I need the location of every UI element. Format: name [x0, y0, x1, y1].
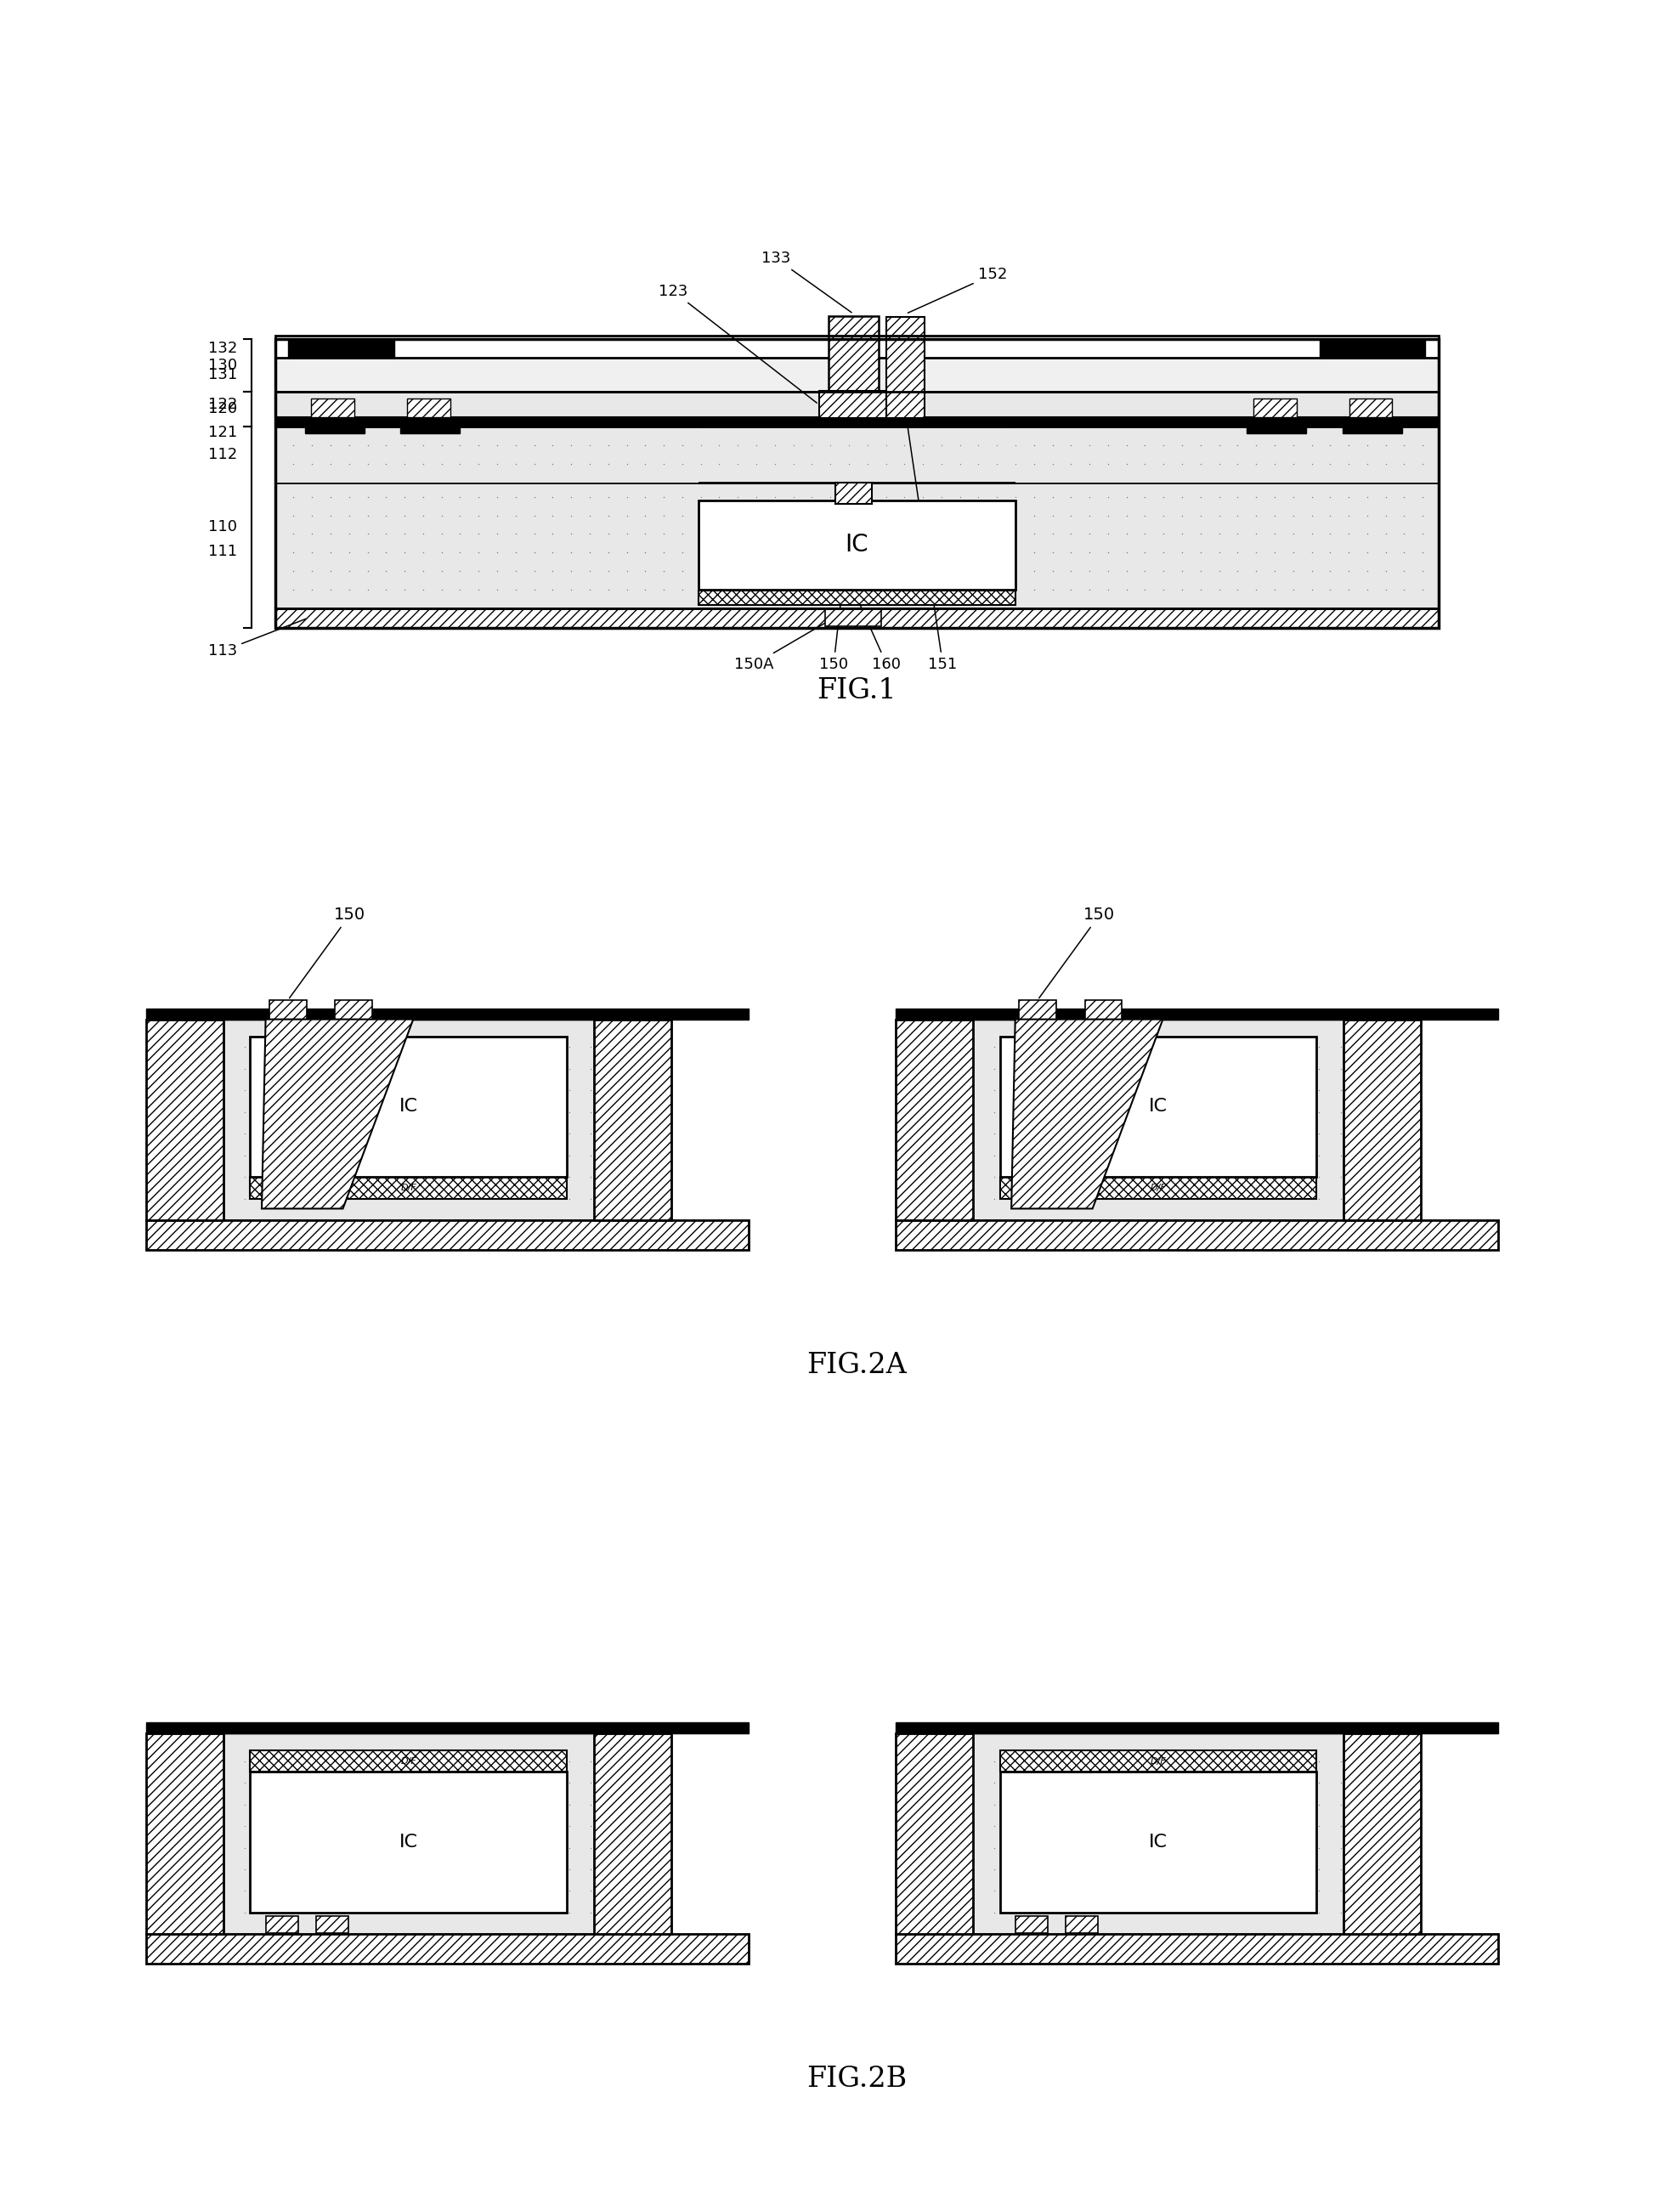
Bar: [407, 398, 450, 418]
Bar: [400, 418, 460, 433]
Text: FIG.2A: FIG.2A: [806, 1352, 907, 1379]
Bar: [835, 482, 872, 504]
Bar: [1000, 1036, 1317, 1176]
Bar: [1000, 1750, 1317, 1772]
Text: 160: 160: [858, 600, 900, 673]
Bar: [223, 1020, 672, 1220]
Text: IC: IC: [845, 532, 869, 556]
Bar: [276, 418, 1438, 427]
Bar: [146, 1009, 749, 1020]
Text: 131: 131: [208, 367, 237, 383]
Bar: [1344, 1733, 1421, 1935]
Bar: [895, 1722, 1499, 1733]
Text: 151: 151: [906, 416, 958, 673]
Bar: [250, 1176, 566, 1198]
Bar: [276, 427, 1438, 482]
Text: 150A: 150A: [734, 620, 832, 673]
Bar: [699, 501, 1015, 589]
Bar: [250, 1750, 566, 1772]
Bar: [146, 1020, 223, 1220]
Bar: [818, 391, 889, 418]
Text: FIG.2B: FIG.2B: [806, 2065, 907, 2093]
Bar: [1319, 339, 1425, 358]
Bar: [1344, 1020, 1421, 1220]
Bar: [895, 1733, 973, 1935]
Bar: [276, 391, 1438, 418]
Bar: [316, 1915, 348, 1933]
Text: 120: 120: [208, 402, 237, 418]
Bar: [146, 1935, 749, 1964]
Bar: [146, 1733, 223, 1935]
Text: 123: 123: [659, 284, 816, 402]
Bar: [973, 1733, 1421, 1935]
Text: 122: 122: [208, 396, 237, 411]
Text: 110: 110: [208, 519, 237, 534]
Bar: [1342, 418, 1403, 433]
Bar: [1015, 1915, 1048, 1933]
Text: 121: 121: [208, 424, 237, 440]
Bar: [825, 609, 882, 627]
Bar: [289, 339, 395, 358]
Bar: [276, 427, 699, 482]
Text: IC: IC: [400, 1834, 418, 1852]
Bar: [895, 1935, 1499, 1964]
Bar: [336, 1001, 373, 1020]
Bar: [276, 358, 1438, 391]
Text: IC: IC: [400, 1097, 418, 1115]
Bar: [1247, 418, 1307, 433]
Bar: [311, 398, 354, 418]
Bar: [887, 317, 926, 418]
Bar: [973, 1020, 1421, 1220]
Text: 150: 150: [820, 493, 853, 673]
Text: 133: 133: [761, 251, 852, 312]
Text: D/F: D/F: [1151, 1757, 1166, 1766]
Text: D/F: D/F: [400, 1757, 417, 1766]
Bar: [146, 1220, 749, 1249]
Text: 112: 112: [208, 446, 237, 462]
Bar: [250, 1036, 566, 1176]
Bar: [250, 1772, 566, 1913]
Bar: [1000, 1176, 1317, 1198]
Bar: [276, 427, 1438, 609]
Bar: [276, 482, 1438, 609]
Bar: [595, 1020, 672, 1220]
Bar: [1015, 482, 1438, 609]
Text: 152: 152: [907, 268, 1006, 312]
Bar: [276, 336, 1438, 391]
Bar: [276, 609, 1438, 629]
Text: D/F: D/F: [400, 1183, 417, 1192]
Bar: [1065, 1915, 1099, 1933]
Bar: [1349, 398, 1393, 418]
Bar: [895, 1009, 1499, 1020]
Text: D/F: D/F: [1151, 1183, 1166, 1192]
Polygon shape: [1011, 1020, 1163, 1209]
Bar: [276, 339, 1438, 629]
Bar: [223, 1733, 672, 1935]
Text: FIG.1: FIG.1: [816, 677, 897, 704]
Text: IC: IC: [1149, 1834, 1168, 1852]
Text: 150: 150: [1038, 906, 1116, 998]
Polygon shape: [262, 1020, 413, 1209]
Bar: [895, 1020, 973, 1220]
Text: 150: 150: [289, 906, 366, 998]
Bar: [895, 1220, 1499, 1249]
Bar: [1015, 427, 1438, 482]
Text: 130: 130: [208, 358, 237, 374]
Bar: [828, 317, 879, 418]
Text: 113: 113: [208, 618, 306, 660]
Text: 111: 111: [208, 543, 237, 559]
Bar: [1000, 1772, 1317, 1913]
Bar: [304, 418, 365, 433]
Bar: [146, 1722, 749, 1733]
Bar: [1253, 398, 1297, 418]
Bar: [1085, 1001, 1122, 1020]
Bar: [595, 1733, 672, 1935]
Bar: [699, 589, 1015, 605]
Text: 132: 132: [208, 341, 237, 356]
Bar: [1020, 1001, 1057, 1020]
Bar: [265, 1915, 297, 1933]
Bar: [269, 1001, 306, 1020]
Text: IC: IC: [1149, 1097, 1168, 1115]
Bar: [276, 482, 699, 609]
